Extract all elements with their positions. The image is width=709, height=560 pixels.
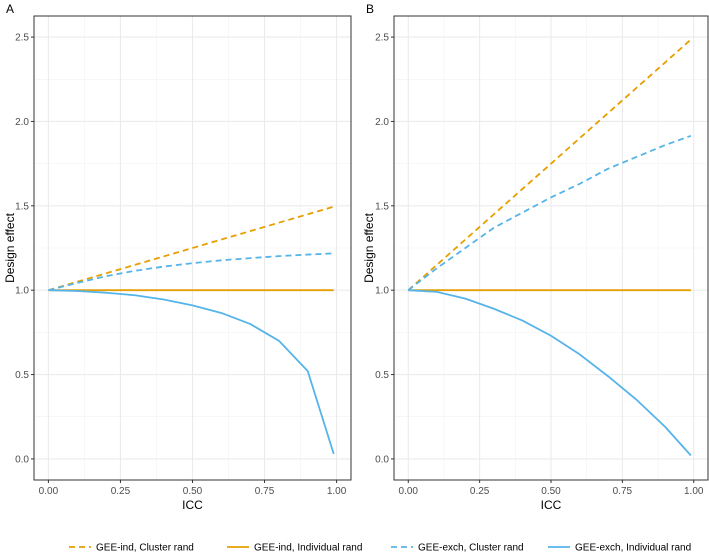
series-line-gee-ind-cluster-rand <box>407 38 692 291</box>
legend-label: GEE-ind, Individual rand <box>254 543 362 554</box>
x-tick-label: 0.75 <box>255 486 275 497</box>
y-tick-label: 1.0 <box>15 286 29 297</box>
panel-letter-a: A <box>6 2 14 16</box>
x-tick-label: 0.25 <box>111 486 131 497</box>
panel-border <box>393 15 709 481</box>
series-line-gee-exch-cluster-rand <box>407 134 692 291</box>
x-tick-label: 0.75 <box>613 486 633 497</box>
series-line-gee-exch-individual-rand <box>408 289 692 457</box>
y-tick-label: 2.0 <box>375 117 389 128</box>
x-tick-label: 0.50 <box>541 486 561 497</box>
panel-b: B 0.00 0.25 0.50 0.75 1.00 0.0 0.5 1.0 1.5 2.0 2.5 I… <box>362 2 709 512</box>
series-line-gee-ind-cluster-rand <box>48 205 334 292</box>
y-tick-label: 0.0 <box>375 454 389 465</box>
x-tick-label: 0.00 <box>39 486 59 497</box>
y-tick-label: 2.5 <box>375 33 389 44</box>
x-tick-label: 0.50 <box>183 486 203 497</box>
legend: GEE-ind, Cluster rand GEE-ind, Individual… <box>69 543 691 554</box>
y-tick-label: 0.5 <box>15 370 29 381</box>
x-tick-label: 1.00 <box>327 486 347 497</box>
legend-label: GEE-ind, Cluster rand <box>96 543 194 554</box>
panel-letter-b: B <box>366 2 374 16</box>
y-axis-title: Design effect <box>362 212 376 282</box>
series-line-gee-exch-cluster-rand <box>48 252 334 292</box>
y-tick-label: 1.0 <box>375 286 389 297</box>
y-tick-label: 0.5 <box>375 370 389 381</box>
x-tick-label: 0.00 <box>399 486 419 497</box>
y-tick-label: 1.5 <box>375 201 389 212</box>
series-line-gee-exch-individual-rand <box>48 289 335 455</box>
x-axis-title: ICC <box>541 498 562 512</box>
x-tick-label: 1.00 <box>684 486 704 497</box>
legend-label: GEE-exch, Individual rand <box>575 543 691 554</box>
y-tick-label: 1.5 <box>15 201 29 212</box>
y-tick-label: 2.5 <box>15 33 29 44</box>
y-tick-label: 2.0 <box>15 117 29 128</box>
legend-label: GEE-exch, Cluster rand <box>418 543 524 554</box>
y-axis-title: Design effect <box>3 212 17 282</box>
y-tick-label: 0.0 <box>15 454 29 465</box>
x-tick-label: 0.25 <box>470 486 490 497</box>
panel-border <box>33 15 352 481</box>
x-axis-title: ICC <box>182 498 203 512</box>
panel-a: A 0.00 0.25 0.50 0.75 1.00 0.0 0.5 1.0 1.5 2.0 2.5 I… <box>3 2 352 512</box>
